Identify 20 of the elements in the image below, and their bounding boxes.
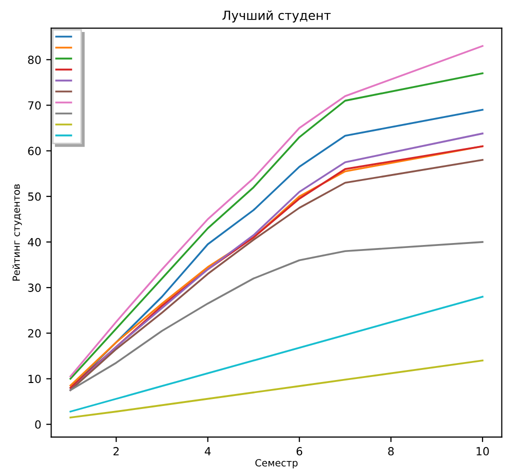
x-axis-title: Семестр (255, 459, 298, 468)
y-tick-label: 80 (28, 56, 41, 64)
chart-title: Лучший студент (222, 10, 331, 22)
line-series (70, 360, 484, 418)
y-tick-label: 40 (28, 238, 41, 246)
x-tick-label: 2 (114, 447, 119, 456)
y-tick-label: 30 (28, 284, 41, 292)
x-tick-label: 10 (476, 447, 489, 456)
y-tick-label: 50 (28, 192, 41, 201)
y-tick-label: 0 (35, 420, 41, 429)
y-tick-label: 20 (28, 329, 41, 338)
x-tick-label: 4 (204, 447, 211, 456)
y-tick-label: 10 (28, 374, 41, 384)
x-tick-label: 8 (388, 447, 394, 456)
y-tick-label: 70 (28, 101, 41, 110)
y-axis-title: Рейтинг студентов (12, 184, 22, 281)
y-tick-label: 60 (28, 146, 41, 156)
line-series (70, 296, 484, 412)
x-tick-label: 6 (296, 447, 302, 456)
line-series (70, 241, 484, 392)
